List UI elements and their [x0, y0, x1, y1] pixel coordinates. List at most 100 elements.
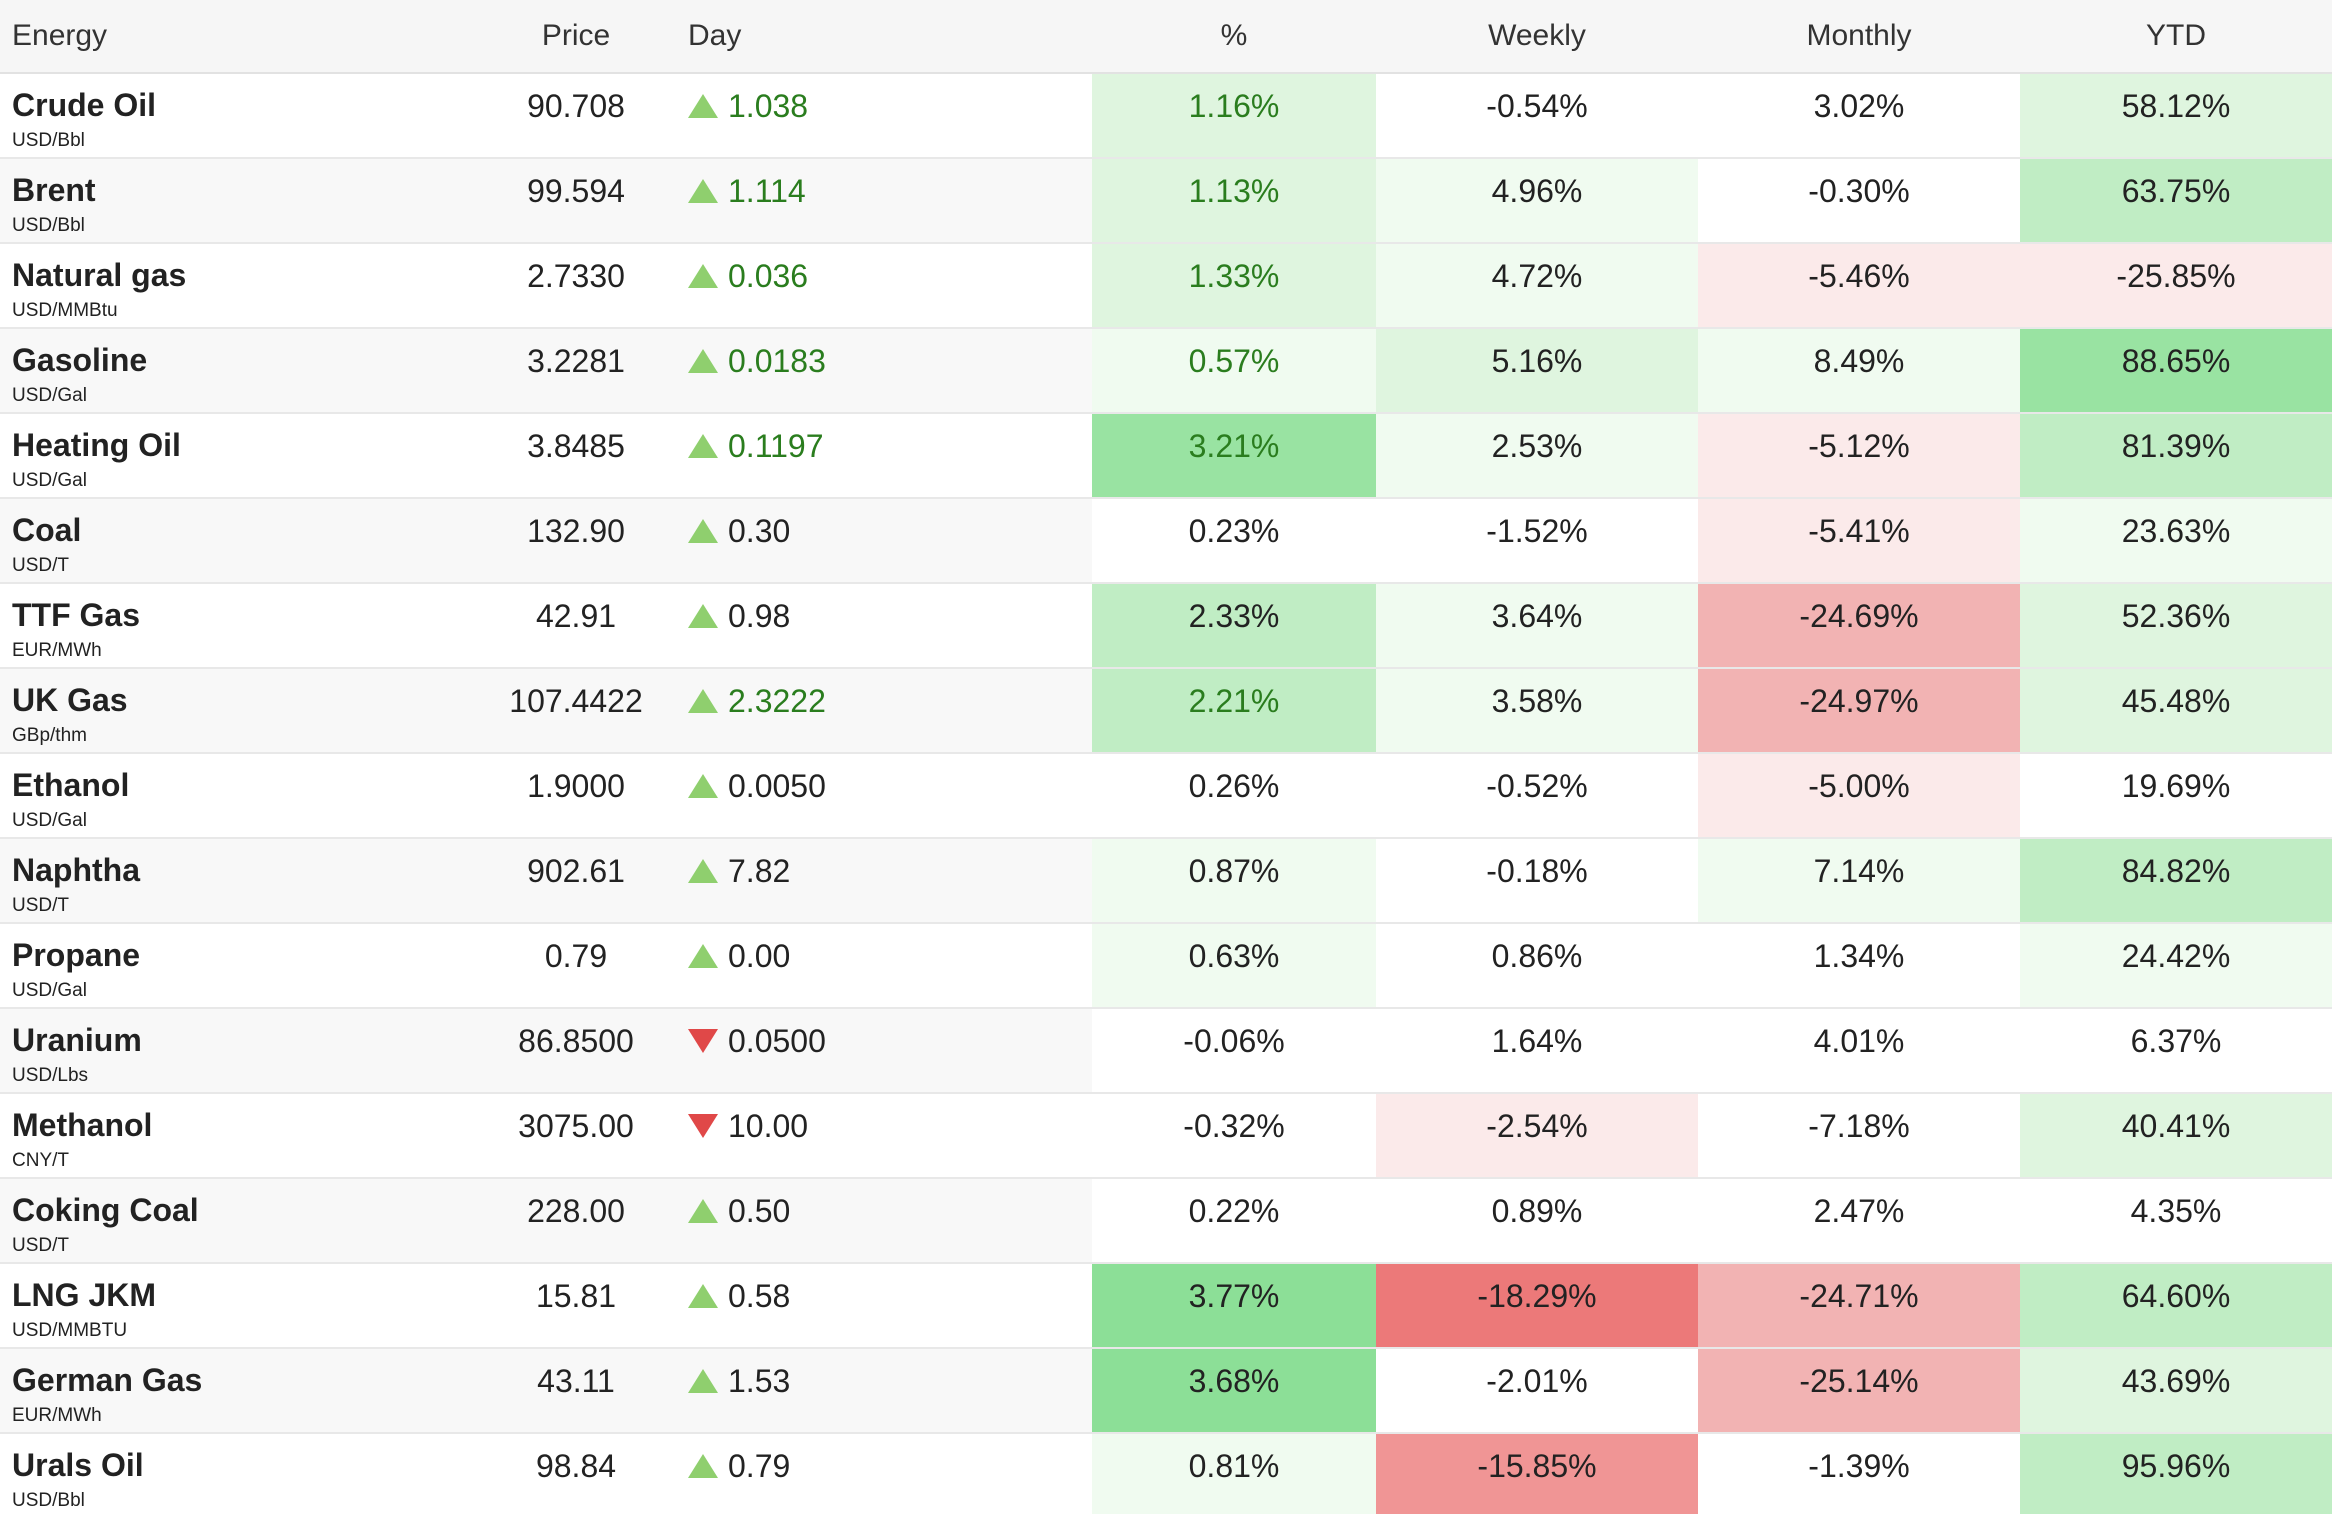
arrow-up-icon — [688, 774, 718, 798]
arrow-up-icon — [688, 944, 718, 968]
table-row[interactable]: TTF Gas EUR/MWh 42.91 0.98 2.33% 3.64% -24.69%… — [0, 583, 2332, 668]
monthly-change-value: -24.71% — [1799, 1278, 1919, 1314]
price-cell: 0.79 — [482, 923, 670, 1008]
header-percent[interactable]: % — [1092, 0, 1376, 74]
weekly-change-cell: 2.53% — [1376, 413, 1698, 498]
day-change-value: 0.0183 — [728, 343, 826, 379]
weekly-change-value: -2.54% — [1486, 1108, 1588, 1144]
price-cell: 107.4422 — [482, 668, 670, 753]
table-row[interactable]: Propane USD/Gal 0.79 0.00 0.63% 0.86% 1.34% 24.… — [0, 923, 2332, 1008]
arrow-up-icon — [688, 1369, 718, 1393]
price-value: 3075.00 — [518, 1108, 634, 1144]
price-cell: 86.8500 — [482, 1008, 670, 1093]
table-row[interactable]: Urals Oil USD/Bbl 98.84 0.79 0.81% -15.85% -1.… — [0, 1433, 2332, 1514]
commodity-name-link[interactable]: LNG JKM — [12, 1277, 156, 1313]
commodity-name-link[interactable]: Naphtha — [12, 852, 140, 888]
ytd-change-value: 19.69% — [2121, 768, 2231, 804]
weekly-change-value: 5.16% — [1491, 343, 1583, 379]
table-row[interactable]: Crude Oil USD/Bbl 90.708 1.038 1.16% -0.54% 3.… — [0, 73, 2332, 158]
day-change-value: 0.30 — [728, 513, 791, 549]
commodity-unit: USD/Gal — [12, 470, 87, 491]
arrow-up-icon — [688, 1199, 718, 1223]
table-row[interactable]: Methanol CNY/T 3075.00 10.00 -0.32% -2.54% -7.… — [0, 1093, 2332, 1178]
price-cell: 902.61 — [482, 838, 670, 923]
table-row[interactable]: Coking Coal USD/T 228.00 0.50 0.22% 0.89% 2.47… — [0, 1178, 2332, 1263]
commodity-name-link[interactable]: Gasoline — [12, 342, 148, 378]
table-row[interactable]: Uranium USD/Lbs 86.8500 0.0500 -0.06% 1.64% 4.… — [0, 1008, 2332, 1093]
weekly-change-cell: -1.52% — [1376, 498, 1698, 583]
header-price[interactable]: Price — [482, 0, 670, 74]
header-monthly[interactable]: Monthly — [1698, 0, 2020, 74]
ytd-change-value: 58.12% — [2121, 88, 2231, 124]
commodity-name-link[interactable]: Brent — [12, 172, 96, 208]
price-value: 228.00 — [527, 1193, 625, 1229]
commodity-unit: GBp/thm — [12, 725, 87, 746]
percent-change-cell: 0.81% — [1092, 1433, 1376, 1514]
commodity-name-link[interactable]: Propane — [12, 937, 141, 973]
monthly-change-value: 2.47% — [1813, 1193, 1905, 1229]
ytd-change-cell: 64.60% — [2020, 1263, 2332, 1348]
header-energy[interactable]: Energy — [0, 0, 482, 74]
table-row[interactable]: Gasoline USD/Gal 3.2281 0.0183 0.57% 5.16% 8.4… — [0, 328, 2332, 413]
commodity-name-link[interactable]: Heating Oil — [12, 427, 181, 463]
commodity-unit: USD/Lbs — [12, 1065, 89, 1086]
commodity-name-link[interactable]: Crude Oil — [12, 87, 157, 123]
ytd-change-cell: -25.85% — [2020, 243, 2332, 328]
ytd-change-value: 52.36% — [2121, 598, 2231, 634]
table-row[interactable]: Naphtha USD/T 902.61 7.82 0.87% -0.18% 7.14% 84… — [0, 838, 2332, 923]
table-row[interactable]: Heating Oil USD/Gal 3.8485 0.1197 3.21% 2.53%… — [0, 413, 2332, 498]
percent-change-value: 0.26% — [1188, 768, 1280, 804]
monthly-change-cell: -5.00% — [1698, 753, 2020, 838]
commodity-name-link[interactable]: Uranium — [12, 1022, 142, 1058]
day-change-cell: 1.038 — [670, 73, 1092, 158]
weekly-change-value: -0.18% — [1486, 853, 1588, 889]
commodity-name-link[interactable]: Natural gas — [12, 257, 187, 293]
commodity-name-link[interactable]: Coal — [12, 512, 82, 548]
commodity-unit: USD/T — [12, 555, 69, 576]
weekly-change-cell: -0.52% — [1376, 753, 1698, 838]
ytd-change-value: 81.39% — [2121, 428, 2231, 464]
ytd-change-value: 6.37% — [2130, 1023, 2222, 1059]
commodity-name-link[interactable]: Coking Coal — [12, 1192, 199, 1228]
monthly-change-cell: -25.14% — [1698, 1348, 2020, 1433]
price-value: 86.8500 — [518, 1023, 634, 1059]
commodity-name-link[interactable]: TTF Gas — [12, 597, 141, 633]
percent-change-cell: 2.33% — [1092, 583, 1376, 668]
table-row[interactable]: Natural gas USD/MMBtu 2.7330 0.036 1.33% 4.72… — [0, 243, 2332, 328]
percent-change-value: 1.13% — [1188, 173, 1280, 209]
table-row[interactable]: Coal USD/T 132.90 0.30 0.23% -1.52% -5.41% 23.6… — [0, 498, 2332, 583]
header-day[interactable]: Day — [670, 0, 1092, 74]
commodity-name-link[interactable]: Methanol — [12, 1107, 153, 1143]
table-row[interactable]: German Gas EUR/MWh 43.11 1.53 3.68% -2.01% -25… — [0, 1348, 2332, 1433]
price-value: 902.61 — [527, 853, 625, 889]
table-row[interactable]: Brent USD/Bbl 99.594 1.114 1.13% 4.96% -0.30% 6… — [0, 158, 2332, 243]
header-weekly[interactable]: Weekly — [1376, 0, 1698, 74]
monthly-change-value: 7.14% — [1813, 853, 1905, 889]
weekly-change-cell: 5.16% — [1376, 328, 1698, 413]
commodity-unit: USD/T — [12, 1235, 69, 1256]
commodity-cell: Gasoline USD/Gal — [0, 328, 482, 413]
monthly-change-cell: -0.30% — [1698, 158, 2020, 243]
arrow-up-icon — [688, 689, 718, 713]
commodity-cell: Ethanol USD/Gal — [0, 753, 482, 838]
commodity-name-link[interactable]: UK Gas — [12, 682, 128, 718]
day-change-value: 1.114 — [728, 173, 806, 209]
commodity-name-link[interactable]: German Gas — [12, 1362, 203, 1398]
table-row[interactable]: UK Gas GBp/thm 107.4422 2.3222 2.21% 3.58% -24… — [0, 668, 2332, 753]
ytd-change-cell: 63.75% — [2020, 158, 2332, 243]
price-value: 90.708 — [527, 88, 625, 124]
table-row[interactable]: Ethanol USD/Gal 1.9000 0.0050 0.26% -0.52% -5.… — [0, 753, 2332, 838]
day-change-value: 0.1197 — [728, 428, 824, 464]
table-row[interactable]: LNG JKM USD/MMBTU 15.81 0.58 3.77% -18.29% -24… — [0, 1263, 2332, 1348]
arrow-up-icon — [688, 179, 718, 203]
ytd-change-cell: 4.35% — [2020, 1178, 2332, 1263]
header-ytd[interactable]: YTD — [2020, 0, 2332, 74]
commodity-name-link[interactable]: Urals Oil — [12, 1447, 144, 1483]
ytd-change-value: 23.63% — [2121, 513, 2231, 549]
arrow-up-icon — [688, 604, 718, 628]
day-change-cell: 0.50 — [670, 1178, 1092, 1263]
ytd-change-value: 4.35% — [2130, 1193, 2222, 1229]
ytd-change-value: -25.85% — [2116, 258, 2236, 294]
commodity-name-link[interactable]: Ethanol — [12, 767, 130, 803]
